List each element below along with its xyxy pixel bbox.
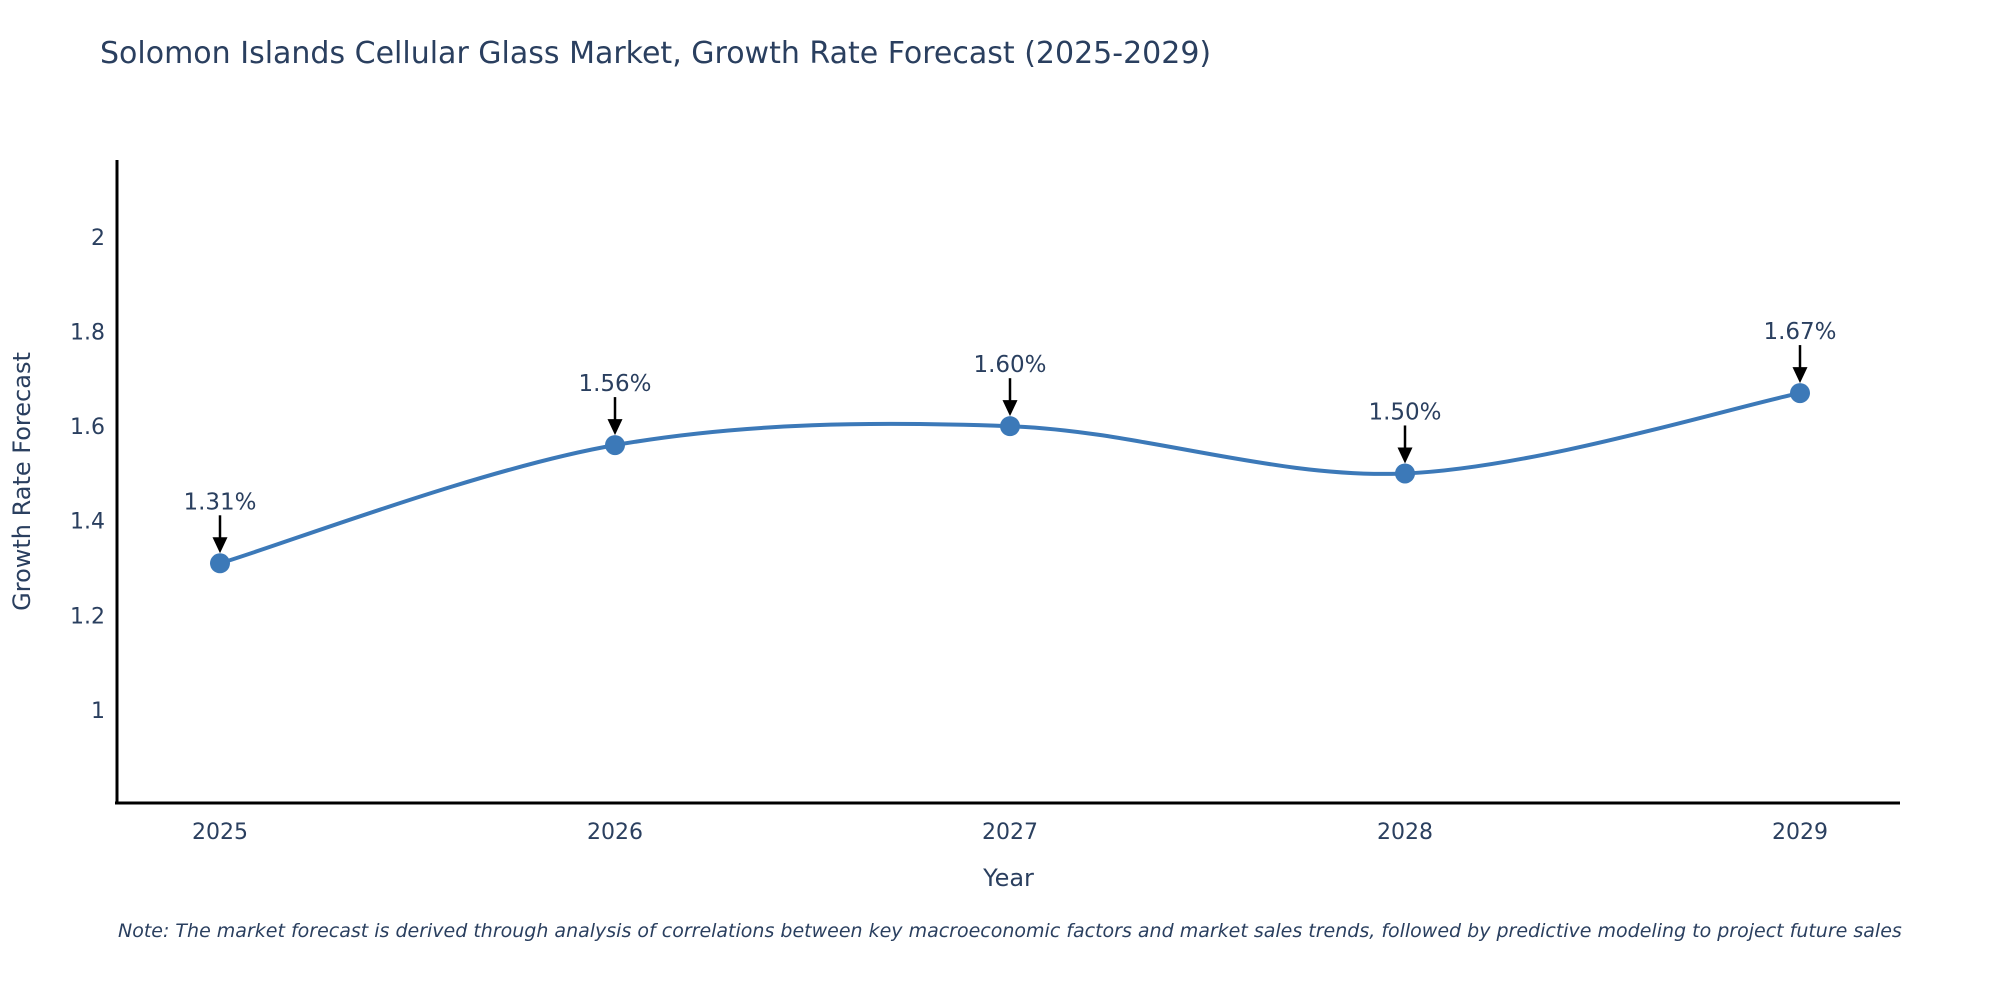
annotation-arrowhead bbox=[212, 537, 228, 554]
annotation-label: 1.50% bbox=[1368, 399, 1441, 425]
annotation-arrowhead bbox=[1397, 447, 1413, 464]
annotation-label: 1.56% bbox=[578, 371, 651, 397]
data-point-marker bbox=[1395, 463, 1415, 484]
x-tick-label: 2025 bbox=[192, 820, 248, 845]
x-tick-label: 2026 bbox=[587, 820, 643, 845]
chart-title: Solomon Islands Cellular Glass Market, G… bbox=[100, 36, 1212, 71]
annotation-arrowhead bbox=[1792, 367, 1808, 384]
data-point-marker bbox=[1000, 416, 1020, 437]
y-tick-label: 2 bbox=[91, 226, 105, 251]
footnote: Note: The market forecast is derived thr… bbox=[118, 920, 1902, 942]
data-point-marker bbox=[605, 435, 625, 456]
x-axis-title: Year bbox=[982, 864, 1034, 892]
annotation-label: 1.31% bbox=[183, 489, 256, 515]
data-point-marker bbox=[210, 553, 230, 574]
y-tick-label: 1.2 bbox=[70, 604, 105, 629]
x-tick-label: 2028 bbox=[1377, 820, 1433, 845]
y-axis-title: Growth Rate Forecast bbox=[8, 352, 36, 611]
x-tick-label: 2027 bbox=[982, 820, 1038, 845]
annotation-arrowhead bbox=[1002, 400, 1018, 417]
annotation-label: 1.67% bbox=[1763, 319, 1836, 345]
y-tick-label: 1.6 bbox=[70, 415, 105, 440]
data-point-marker bbox=[1790, 383, 1810, 404]
y-tick-label: 1.4 bbox=[70, 510, 105, 535]
y-tick-label: 1 bbox=[91, 699, 105, 724]
x-tick-label: 2029 bbox=[1772, 820, 1828, 845]
annotation-label: 1.60% bbox=[973, 352, 1046, 378]
y-tick-label: 1.8 bbox=[70, 321, 105, 346]
annotation-arrowhead bbox=[607, 419, 623, 436]
